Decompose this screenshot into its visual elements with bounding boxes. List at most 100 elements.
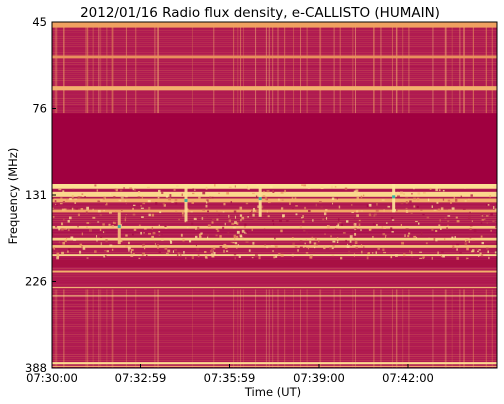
emission-speckle — [52, 247, 55, 249]
emission-speckle — [305, 252, 309, 254]
emission-speckle — [285, 220, 289, 222]
emission-speckle — [428, 237, 431, 239]
texture-line — [52, 282, 497, 283]
emission-speckle — [305, 239, 307, 241]
emission-speckle — [207, 233, 209, 237]
emission-speckle — [64, 239, 67, 242]
interference-streak — [277, 22, 279, 114]
texture-line — [52, 230, 497, 231]
frequency-band — [52, 259, 497, 267]
emission-speckle — [247, 216, 250, 218]
emission-speckle — [77, 196, 81, 199]
frequency-band — [52, 286, 497, 288]
emission-speckle — [210, 249, 212, 253]
interference-streak — [125, 289, 127, 368]
emission-speckle — [245, 202, 249, 205]
interference-streak — [86, 289, 88, 368]
emission-speckle — [251, 210, 254, 213]
interference-streak — [352, 22, 354, 114]
chart-title: 2012/01/16 Radio flux density, e-CALLIST… — [80, 5, 440, 21]
interference-streak — [444, 289, 446, 368]
emission-speckle — [493, 206, 495, 209]
frequency-band — [52, 254, 497, 257]
interference-streak — [112, 289, 114, 368]
emission-speckle — [241, 216, 245, 220]
emission-speckle — [141, 216, 144, 218]
interference-streak — [56, 289, 58, 368]
emission-speckle — [140, 207, 144, 209]
emission-speckle — [127, 247, 131, 250]
emission-speckle — [489, 195, 491, 198]
emission-speckle — [307, 187, 311, 189]
emission-speckle — [376, 202, 378, 206]
emission-speckle — [119, 239, 123, 243]
emission-speckle — [274, 245, 278, 249]
heatmap-layer — [52, 22, 498, 368]
emission-speckle — [109, 244, 113, 247]
texture-line — [52, 268, 497, 269]
emission-speckle — [269, 185, 273, 189]
emission-speckle — [164, 225, 168, 229]
interference-streak — [355, 22, 357, 114]
interference-streak — [333, 289, 335, 368]
emission-speckle — [337, 223, 340, 227]
emission-speckle — [188, 240, 192, 243]
texture-line — [52, 58, 497, 59]
emission-speckle — [199, 235, 202, 238]
interference-streak — [63, 22, 65, 114]
interference-streak — [396, 22, 398, 114]
texture-line — [52, 32, 497, 33]
emission-speckle — [252, 192, 255, 195]
emission-speckle — [355, 246, 358, 249]
emission-speckle — [242, 237, 244, 241]
emission-speckle — [114, 188, 117, 191]
emission-speckle — [171, 201, 174, 203]
emission-speckle — [372, 252, 374, 254]
interference-streak — [395, 289, 397, 368]
emission-speckle — [143, 232, 145, 234]
interference-streak — [373, 22, 375, 114]
emission-speckle — [240, 219, 242, 222]
emission-speckle — [56, 203, 58, 206]
interference-streak — [300, 22, 302, 114]
emission-speckle — [469, 210, 472, 213]
emission-speckle — [366, 256, 369, 260]
interference-streak — [233, 22, 235, 114]
interference-streak — [154, 22, 156, 114]
emission-speckle — [86, 257, 89, 259]
emission-speckle — [128, 249, 130, 252]
emission-speckle — [106, 202, 108, 205]
emission-speckle — [68, 248, 71, 251]
texture-line — [52, 330, 497, 331]
emission-speckle — [158, 224, 160, 227]
emission-speckle — [455, 198, 458, 202]
interference-streak — [355, 289, 357, 368]
emission-speckle — [77, 213, 81, 217]
emission-speckle — [195, 235, 198, 239]
emission-speckle — [408, 232, 411, 235]
emission-speckle — [252, 210, 254, 213]
texture-line — [52, 234, 497, 235]
emission-speckle — [320, 206, 323, 208]
emission-speckle — [206, 199, 209, 202]
emission-speckle — [413, 186, 415, 190]
texture-line — [52, 48, 497, 49]
x-tick-label: 07:39:00 — [293, 371, 345, 385]
emission-speckle — [394, 209, 397, 212]
emission-speckle — [224, 246, 228, 249]
emission-speckle — [81, 245, 83, 249]
emission-speckle — [411, 192, 413, 195]
emission-speckle — [137, 196, 141, 199]
texture-line — [52, 52, 497, 53]
emission-speckle — [419, 257, 423, 260]
emission-speckle — [52, 207, 54, 209]
emission-speckle — [99, 198, 103, 202]
emission-speckle — [331, 254, 335, 257]
emission-speckle — [303, 229, 306, 232]
texture-line — [52, 248, 497, 249]
emission-speckle — [241, 229, 245, 233]
emission-speckle — [446, 227, 448, 230]
interference-streak — [111, 22, 113, 114]
emission-speckle — [257, 205, 259, 208]
emission-speckle — [69, 208, 72, 210]
